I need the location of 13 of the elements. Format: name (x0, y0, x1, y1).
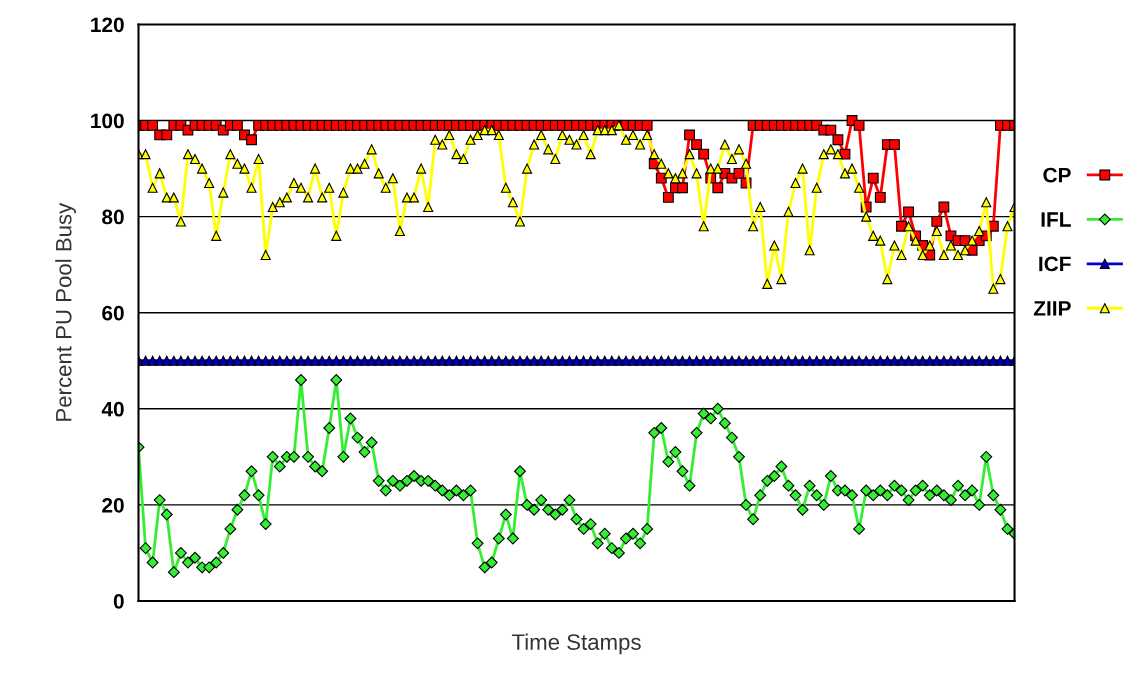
legend-label: ICF (1039, 256, 1071, 272)
y-tick-label: 40 (101, 401, 124, 417)
legend-label: ZIIP (1033, 301, 1071, 316)
legend-label: IFL (1041, 212, 1071, 227)
legend-label: CP (1043, 167, 1071, 183)
y-tick-label: 20 (102, 497, 124, 513)
y-axis-title: Percent PU Pool Busy (55, 202, 76, 421)
y-tick-label: 60 (102, 305, 124, 321)
x-axis-title: Time Stamps (511, 633, 641, 655)
y-tick-label: 100 (91, 113, 124, 129)
y-tick-label: 120 (91, 17, 124, 33)
y-tick-label: 80 (102, 209, 124, 225)
y-tick-label: 0 (113, 593, 124, 609)
